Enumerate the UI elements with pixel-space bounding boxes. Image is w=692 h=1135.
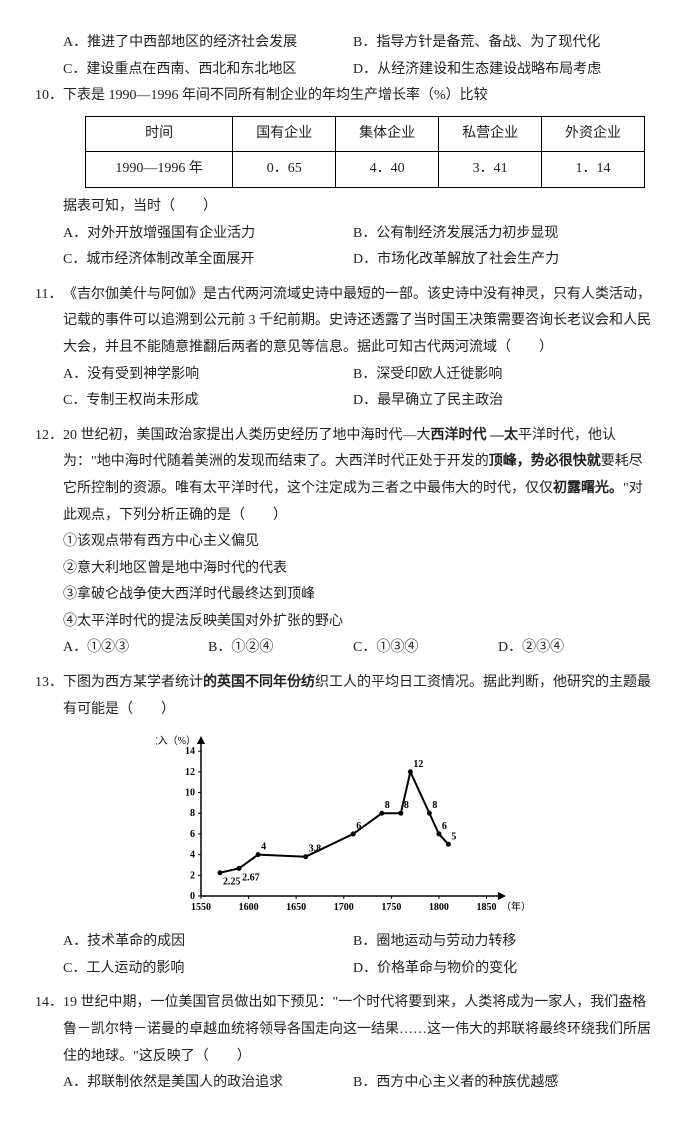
svg-text:8: 8 xyxy=(432,800,437,811)
opt-d: D．②③④ xyxy=(498,635,643,662)
svg-text:14: 14 xyxy=(185,746,195,757)
opt-b: B．西方中心主义者的种族优越感 xyxy=(353,1070,643,1097)
svg-text:4: 4 xyxy=(190,850,195,861)
question-13: 13．下图为西方某学者统计的英国不同年份纺织工人的平均日工资情况。据此判断，他研… xyxy=(35,670,657,982)
opt-a: A．没有受到神学影响 xyxy=(63,362,353,389)
svg-text:8: 8 xyxy=(385,800,390,811)
td: 1．14 xyxy=(542,152,645,188)
svg-text:8: 8 xyxy=(190,808,195,819)
th: 外资企业 xyxy=(542,116,645,152)
question-14: 14．19 世纪中期，一位美国官员做出如下预见："一个时代将要到来，人类将成为一… xyxy=(35,990,657,1096)
question-11: 11．《吉尔伽美什与阿伽》是古代两河流域史诗中最短的一部。该史诗中没有神灵，只有… xyxy=(35,282,657,415)
opt-d: D．市场化改革解放了社会生产力 xyxy=(353,247,643,274)
q-stem: 19 世纪中期，一位美国官员做出如下预见："一个时代将要到来，人类将成为一家人，… xyxy=(63,990,653,1070)
svg-text:1700: 1700 xyxy=(334,902,354,913)
opt-b: B．公有制经济发展活力初步显现 xyxy=(353,221,643,248)
svg-text:（年）: （年） xyxy=(501,900,531,913)
stmt-4: ④太平洋时代的提法反映美国对外扩张的野心 xyxy=(63,609,657,636)
q-number: 10． xyxy=(35,83,63,110)
svg-text:6: 6 xyxy=(190,829,195,840)
q10-table: 时间国有企业集体企业私营企业外资企业 1990—1996 年0．654．403．… xyxy=(85,116,645,188)
q-number: 13． xyxy=(35,670,63,697)
svg-text:2: 2 xyxy=(190,871,195,882)
opt-a: A．邦联制依然是美国人的政治追求 xyxy=(63,1070,353,1097)
opt-d: D．最早确立了民主政治 xyxy=(353,388,643,415)
stmt-1: ①该观点带有西方中心主义偏见 xyxy=(63,529,657,556)
q-number: 14． xyxy=(35,990,63,1017)
svg-text:2.25: 2.25 xyxy=(223,877,241,888)
th: 时间 xyxy=(86,116,233,152)
opt-a: A．技术革命的成因 xyxy=(63,929,353,956)
td: 0．65 xyxy=(233,152,336,188)
opt-a: A．对外开放增强国有企业活力 xyxy=(63,221,353,248)
question-12: 12．20 世纪初，美国政治家提出人类历史经历了地中海时代—大西洋时代 —太平洋… xyxy=(35,423,657,662)
stmt-2: ②意大利地区曾是地中海时代的代表 xyxy=(63,556,657,583)
q-stem: 《吉尔伽美什与阿伽》是古代两河流域史诗中最短的一部。该史诗中没有神灵，只有人类活… xyxy=(63,282,653,362)
svg-text:收入（%）: 收入（%） xyxy=(156,734,196,747)
opt-b: B．深受印欧人迁徙影响 xyxy=(353,362,643,389)
svg-text:1850: 1850 xyxy=(476,902,496,913)
svg-text:3.8: 3.8 xyxy=(309,844,322,855)
svg-text:0: 0 xyxy=(190,891,195,902)
opt-d: D．从经济建设和生态建设战略布局考虑 xyxy=(353,57,643,84)
svg-text:1550: 1550 xyxy=(191,902,211,913)
opt-b: B．圈地运动与劳动力转移 xyxy=(353,929,643,956)
svg-text:1750: 1750 xyxy=(381,902,401,913)
th: 私营企业 xyxy=(439,116,542,152)
question-10: 10．下表是 1990—1996 年间不同所有制企业的年均生产增长率（%）比较 … xyxy=(35,83,657,274)
svg-text:6: 6 xyxy=(442,821,447,832)
opt-c: C．城市经济体制改革全面展开 xyxy=(63,247,353,274)
svg-text:4: 4 xyxy=(261,842,266,853)
svg-text:12: 12 xyxy=(185,767,195,778)
q-stem: 下表是 1990—1996 年间不同所有制企业的年均生产增长率（%）比较 xyxy=(63,83,653,110)
opt-b: B．①②④ xyxy=(208,635,353,662)
td: 1990—1996 年 xyxy=(86,152,233,188)
svg-text:5: 5 xyxy=(451,832,456,843)
q9-options: A．推进了中西部地区的经济社会发展B．指导方针是备荒、备战、为了现代化 C．建设… xyxy=(35,30,657,83)
svg-text:10: 10 xyxy=(185,788,195,799)
svg-text:8: 8 xyxy=(404,800,409,811)
svg-text:2.67: 2.67 xyxy=(242,873,260,884)
q-tail: 据表可知，当时（ ） xyxy=(35,194,657,221)
svg-text:12: 12 xyxy=(413,759,423,770)
wage-line-chart: 0246810121415501600165017001750180018502… xyxy=(156,731,536,921)
svg-text:1650: 1650 xyxy=(286,902,306,913)
opt-b: B．指导方针是备荒、备战、为了现代化 xyxy=(353,30,643,57)
opt-c: C．①③④ xyxy=(353,635,498,662)
th: 国有企业 xyxy=(233,116,336,152)
opt-c: C．专制王权尚未形成 xyxy=(63,388,353,415)
svg-text:1600: 1600 xyxy=(239,902,259,913)
q-stem: 20 世纪初，美国政治家提出人类历史经历了地中海时代—大西洋时代 —太平洋时代，… xyxy=(63,423,653,529)
opt-c: C．建设重点在西南、西北和东北地区 xyxy=(63,57,353,84)
th: 集体企业 xyxy=(336,116,439,152)
svg-text:1800: 1800 xyxy=(429,902,449,913)
td: 4．40 xyxy=(336,152,439,188)
q-stem: 下图为西方某学者统计的英国不同年份纺织工人的平均日工资情况。据此判断，他研究的主… xyxy=(63,670,653,723)
q-number: 11． xyxy=(35,282,63,309)
svg-text:6: 6 xyxy=(356,821,361,832)
stmt-3: ③拿破仑战争使大西洋时代最终达到顶峰 xyxy=(63,582,657,609)
opt-a: A．①②③ xyxy=(63,635,208,662)
opt-a: A．推进了中西部地区的经济社会发展 xyxy=(63,30,353,57)
td: 3．41 xyxy=(439,152,542,188)
q-number: 12． xyxy=(35,423,63,450)
